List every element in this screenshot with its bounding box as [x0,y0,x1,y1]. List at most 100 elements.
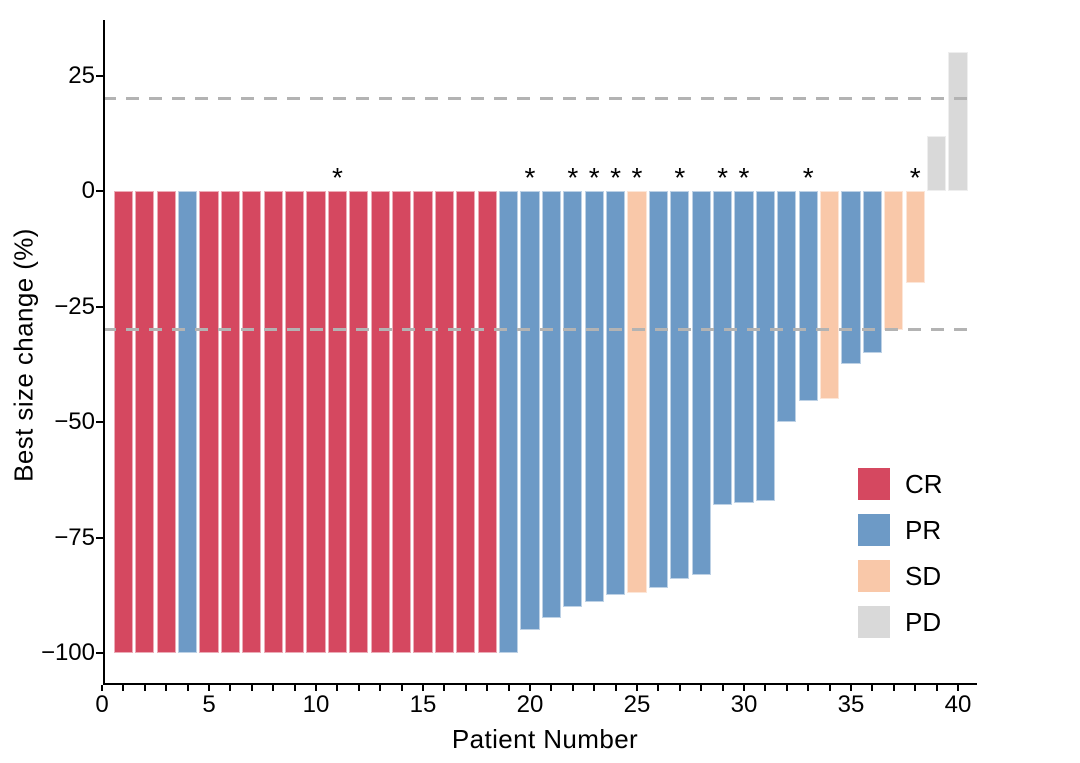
y-tick-label--25: −25 [54,292,95,320]
bar-patient-25-sd [627,191,647,593]
x-axis-title: Patient Number [451,724,639,754]
bar-patient-18-cr [477,191,497,653]
y-tick-label--50: −50 [54,408,95,435]
x-tick-21 [550,685,553,691]
legend-entry-cr: CR [858,468,943,500]
y-tick-label-0: 0 [81,177,95,204]
plot-area: * * * * * * * * * * * 0 5 10 15 20 25 30 35 40 25 0 −25 −50 −7… [41,20,977,718]
bar-patient-36-pr [862,191,883,353]
legend-label-cr: CR [905,469,943,499]
bar-patient-7-cr [242,191,262,653]
y-tick--100 [96,652,103,654]
legend-entry-pd: PD [858,606,943,638]
y-tick--25 [96,305,103,308]
x-tick-20 [529,685,531,691]
bar-patient-22-pr [563,191,583,607]
bar-patient-17-cr [456,191,476,653]
x-tick-1 [122,685,125,691]
significance-asterisk-patient-20: * [524,162,536,193]
x-tick-11 [336,685,339,691]
x-tick-13 [379,685,382,691]
x-tick-12 [357,685,360,691]
significance-asterisk-patient-22: * [567,162,579,193]
bar-patient-32-pr [777,191,797,422]
significance-asterisk-patient-24: * [610,162,622,193]
x-tick-label-35: 35 [837,691,865,718]
bar-patient-37-sd [884,191,904,330]
x-tick-22 [571,685,574,691]
y-axis-title: Best size change (%) [8,228,39,482]
bar-patient-15-cr [413,191,433,653]
reference-line-lower [103,328,977,332]
legend-swatch-pr [858,514,890,546]
legend-swatch-cr [858,468,890,500]
bar-patient-29-pr [712,191,733,506]
x-tick-19 [507,685,510,691]
x-tick-25 [636,685,638,691]
bar-patient-19-pr [498,191,519,653]
reference-line-upper [103,97,977,101]
x-tick-9 [293,685,296,691]
x-tick-label-15: 15 [409,691,437,718]
bar-patient-14-cr [391,191,412,653]
x-tick-18 [486,685,489,691]
x-tick-23 [593,685,596,691]
x-tick-14 [400,685,403,691]
x-tick-36 [871,685,874,691]
significance-asterisk-patient-33: * [802,162,814,193]
legend-swatch-sd [858,560,890,592]
x-tick-label-20: 20 [516,691,544,718]
x-tick-37 [892,685,895,691]
x-tick-35 [850,685,852,691]
bar-patient-30-pr [734,191,754,503]
significance-asterisk-patient-23: * [588,162,600,193]
x-tick-17 [464,685,467,691]
bar-patient-1-cr [113,191,133,653]
bar-patient-9-cr [284,191,305,653]
bar-patient-31-pr [755,191,776,501]
x-tick-39 [935,685,938,691]
x-tick-7 [250,685,253,691]
bar-patient-5-cr [199,191,219,653]
bar-patient-16-cr [434,191,455,653]
x-axis-line [103,683,977,685]
x-tick-29 [721,685,724,691]
significance-asterisk-patient-25: * [631,162,643,193]
significance-asterisk-patient-27: * [674,162,686,193]
x-tick-5 [208,685,210,691]
bar-patient-6-cr [220,191,240,653]
bar-patient-10-cr [306,191,326,653]
legend: CR PR SD PD [858,468,943,652]
x-tick-24 [614,685,617,691]
x-tick-30 [743,685,745,691]
bar-patient-3-cr [156,191,176,653]
x-tick-15 [422,685,424,691]
bar-patient-34-sd [819,191,840,399]
bar-patient-35-pr [841,191,861,365]
x-tick-2 [143,685,146,691]
x-tick-label-0: 0 [95,691,109,718]
legend-label-pr: PR [905,515,942,545]
x-tick-8 [272,685,275,691]
y-tick--75 [96,536,103,539]
x-tick-27 [678,685,681,691]
legend-label-sd: SD [905,561,942,591]
x-tick-38 [914,685,917,691]
x-tick-3 [165,685,168,691]
x-tick-label-30: 30 [730,691,758,718]
bar-patient-27-pr [670,191,690,580]
bar-patient-28-pr [691,191,711,575]
bar-patient-11-cr [327,191,347,653]
bar-patient-40-pd [948,52,968,191]
bar-patient-13-cr [370,191,390,653]
x-tick-26 [657,685,660,691]
legend-entry-pr: PR [858,514,943,546]
x-tick-32 [785,685,788,691]
significance-asterisk-patient-30: * [738,162,750,193]
bar-patient-20-pr [520,191,540,630]
bar-patient-26-pr [648,191,669,589]
x-tick-label-5: 5 [202,691,216,718]
x-tick-31 [764,685,767,691]
x-tick-label-25: 25 [623,691,651,718]
